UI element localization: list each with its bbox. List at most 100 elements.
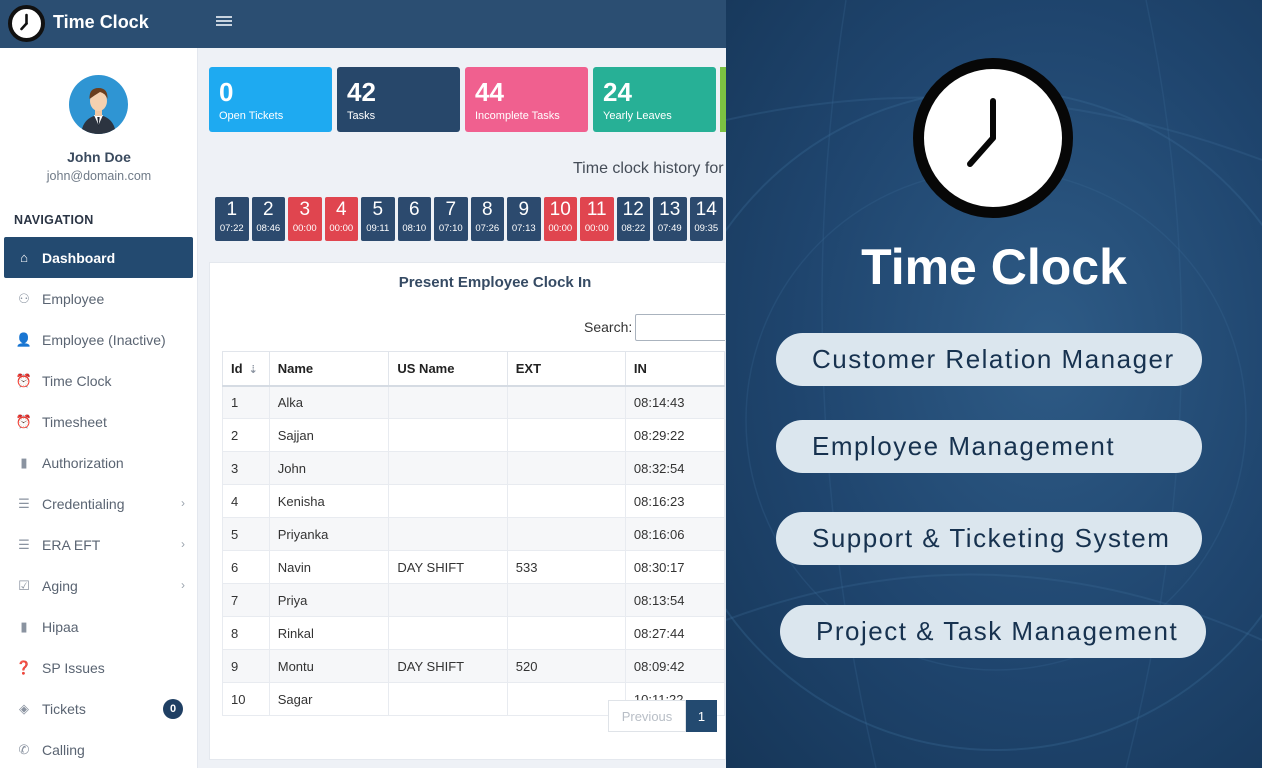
column-header-in[interactable]: IN [624, 351, 725, 387]
stat-tile-incomplete-tasks[interactable]: 44 Incomplete Tasks [465, 67, 588, 132]
day-box[interactable]: 1 07:22 [215, 197, 249, 241]
table-cell [506, 451, 626, 485]
table-cell: 1 [222, 385, 270, 419]
nav-item-label: Dashboard [42, 249, 116, 266]
nav-item-label: ERA EFT [42, 536, 101, 553]
stat-value: 42 [347, 77, 376, 107]
table-cell [388, 451, 508, 485]
table-cell [506, 385, 626, 419]
table-cell: Alka [268, 385, 390, 419]
file-icon: ▮ [20, 454, 28, 470]
day-box[interactable]: 8 07:26 [470, 197, 504, 241]
table-cell: 6 [222, 550, 270, 584]
nav-menu: ⌂ Dashboard ⚇ Employee 👤 Employee (Inactive… [4, 237, 193, 768]
column-header-id[interactable]: Id ⇣ [222, 351, 270, 387]
table-row[interactable]: 6 Navin DAY SHIFT 533 08:30:17 [222, 550, 725, 584]
nav-item-calling[interactable]: ✆ Calling [4, 729, 193, 768]
day-box[interactable]: 5 09:11 [361, 197, 395, 241]
day-box[interactable]: 6 08:10 [397, 197, 431, 241]
day-box[interactable]: 9 07:13 [507, 197, 541, 241]
large-clock-icon [913, 58, 1073, 218]
previous-page-button[interactable]: Previous [608, 700, 686, 732]
table-row[interactable]: 1 Alka 08:14:43 [222, 385, 725, 419]
day-number: 2 [262, 199, 274, 220]
stat-value: 44 [475, 77, 504, 107]
table-cell: 5 [222, 517, 270, 551]
check-square-icon: ☑ [18, 577, 30, 593]
nav-item-sp-issues[interactable]: ❓ SP Issues [4, 647, 193, 688]
day-box[interactable]: 13 07:49 [653, 197, 687, 241]
stat-tile-partial[interactable] [720, 67, 726, 132]
stat-tile-open-tickets[interactable]: 0 Open Tickets [209, 67, 332, 132]
day-clock-time: 09:11 [366, 223, 390, 234]
table-cell: 08:16:23 [624, 484, 725, 518]
column-header-name[interactable]: Name [268, 351, 390, 387]
promo-panel: Time Clock Customer Relation Manager Emp… [726, 0, 1262, 768]
page-1-button[interactable]: 1 [686, 700, 717, 732]
nav-item-timesheet[interactable]: ⏰ Timesheet [4, 401, 193, 442]
table-row[interactable]: 2 Sajjan 08:29:22 [222, 418, 725, 452]
table-row[interactable]: 5 Priyanka 08:16:06 [222, 517, 725, 551]
day-box[interactable]: 2 08:46 [251, 197, 285, 241]
table-cell: John [268, 451, 390, 485]
stat-tile-yearly-leaves[interactable]: 24 Yearly Leaves [593, 67, 716, 132]
nav-item-time-clock[interactable]: ⏰ Time Clock [4, 360, 193, 401]
file-icon: ▮ [20, 618, 28, 634]
day-number: 3 [299, 199, 311, 220]
day-box[interactable]: 3 00:00 [288, 197, 322, 241]
table-cell [388, 517, 508, 551]
avatar [69, 75, 128, 134]
ticket-icon: ◈ [19, 700, 29, 716]
day-clock-time: 08:10 [402, 223, 427, 234]
stat-label: Yearly Leaves [603, 110, 672, 122]
day-box[interactable]: 11 00:00 [580, 197, 614, 241]
table-cell [506, 517, 626, 551]
chevron-right-icon: › [181, 578, 185, 592]
nav-item-era-eft[interactable]: ☰ ERA EFT › [4, 524, 193, 565]
table-cell: 08:32:54 [624, 451, 725, 485]
column-header-ext[interactable]: EXT [506, 351, 626, 387]
alarm-clock-icon: ⏰ [15, 372, 33, 388]
day-box[interactable]: 10 00:00 [543, 197, 577, 241]
column-header-us-name[interactable]: US Name [388, 351, 508, 387]
menu-toggle-icon[interactable] [216, 16, 232, 30]
nav-item-hipaa[interactable]: ▮ Hipaa [4, 606, 193, 647]
table-row[interactable]: 4 Kenisha 08:16:23 [222, 484, 725, 518]
nav-item-employee[interactable]: ⚇ Employee [4, 278, 193, 319]
table-cell: Sagar [268, 682, 390, 716]
day-box[interactable]: 12 08:22 [616, 197, 650, 241]
day-number: 10 [549, 199, 571, 220]
phone-icon: ✆ [18, 741, 30, 757]
nav-item-credentialing[interactable]: ☰ Credentialing › [4, 483, 193, 524]
sort-icon[interactable]: ⇣ [248, 363, 258, 376]
day-clock-time: 07:22 [219, 223, 244, 234]
search-input[interactable] [635, 314, 725, 341]
nav-item-label: Tickets [42, 700, 86, 717]
day-number: 11 [586, 199, 607, 220]
table-row[interactable]: 9 Montu DAY SHIFT 520 08:09:42 [222, 649, 725, 683]
nav-item-authorization[interactable]: ▮ Authorization [4, 442, 193, 483]
search-label: Search: [584, 319, 633, 335]
table-row[interactable]: 7 Priya 08:13:54 [222, 583, 725, 617]
list-icon: ☰ [18, 536, 30, 552]
day-box[interactable]: 14 09:35 [689, 197, 723, 241]
day-box[interactable]: 7 07:10 [434, 197, 468, 241]
employee-table: Id ⇣ Name US Name EXT IN 1 Alka 08:14:43 2 Sa… [222, 351, 725, 716]
nav-item-dashboard[interactable]: ⌂ Dashboard [4, 237, 193, 278]
day-box[interactable]: 4 00:00 [324, 197, 358, 241]
nav-item-tickets[interactable]: ◈ Tickets 0 [4, 688, 193, 729]
user-name: John Doe [67, 149, 131, 165]
day-number: 9 [518, 199, 530, 220]
table-cell [506, 484, 626, 518]
nav-item-employee-inactive[interactable]: 👤 Employee (Inactive) [4, 319, 193, 360]
table-row[interactable]: 8 Rinkal 08:27:44 [222, 616, 725, 650]
nav-item-aging[interactable]: ☑ Aging › [4, 565, 193, 606]
table-cell: Kenisha [268, 484, 390, 518]
stat-tile-tasks[interactable]: 42 Tasks [337, 67, 460, 132]
day-number: 8 [481, 199, 493, 220]
day-number: 4 [335, 199, 347, 220]
sidebar: John Doe john@domain.com NAVIGATION ⌂ Das… [0, 48, 198, 768]
table-cell: 08:27:44 [624, 616, 725, 650]
feature-pill-employee-management: Employee Management [776, 420, 1202, 473]
table-row[interactable]: 3 John 08:32:54 [222, 451, 725, 485]
